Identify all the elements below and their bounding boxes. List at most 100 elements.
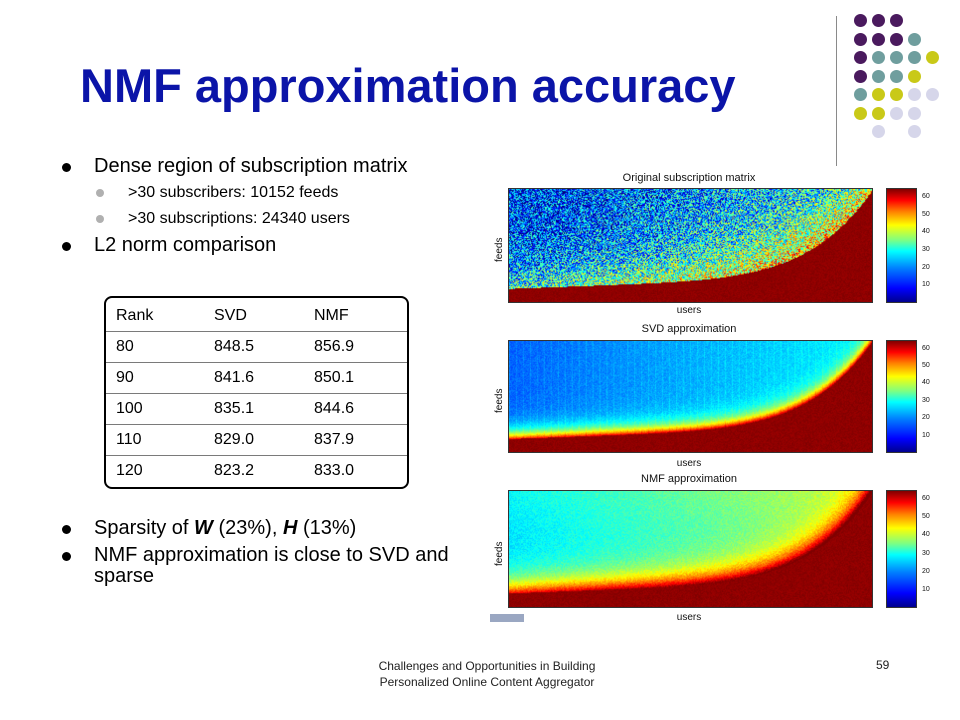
heatmap-original xyxy=(508,188,873,303)
decorative-dot xyxy=(872,106,885,120)
sub-bullet-subscribers: >30 subscribers: 10152 feeds xyxy=(62,183,442,203)
decorative-dot xyxy=(854,14,867,27)
table-cell-rank: 100 xyxy=(116,400,143,417)
decorative-dot xyxy=(908,32,921,46)
colorbar-tick-label: 50 xyxy=(922,362,930,370)
panel-title-nmf: NMF approximation xyxy=(641,473,737,485)
watermark-logo xyxy=(490,614,524,622)
bullet-nmf-close: NMF approximation is close to SVD and sp… xyxy=(62,545,452,587)
sparsity-text-1: Sparsity of xyxy=(94,517,195,539)
decorative-dot xyxy=(908,69,921,83)
table-cell-rank: 120 xyxy=(116,462,143,479)
table-cell-svd: 829.0 xyxy=(214,431,255,448)
panel-xlabel-svd: users xyxy=(676,458,702,469)
bullet-sparsity: Sparsity of W (23%), H (13%) xyxy=(62,518,452,539)
decorative-dot xyxy=(872,14,885,27)
table-cell-svd: 848.5 xyxy=(214,338,255,355)
colorbar-tick-label: 20 xyxy=(922,414,930,422)
panel-xlabel-original: users xyxy=(676,305,702,316)
colorbar-tick-label: 20 xyxy=(922,567,930,575)
colorbar-tick-label: 60 xyxy=(922,344,930,352)
panel-ylabel-original: feeds xyxy=(494,237,505,262)
table-header-rank: Rank xyxy=(116,307,154,324)
table-cell-rank: 110 xyxy=(116,431,142,448)
table-cell-rank: 80 xyxy=(116,338,134,355)
decorative-dot xyxy=(890,88,903,101)
table-cell-nmf: 844.6 xyxy=(314,400,355,417)
colorbar-nmf xyxy=(886,490,917,608)
table-row: 90 841.6 850.1 xyxy=(106,362,407,393)
decorative-dot xyxy=(854,88,867,101)
decorative-dot xyxy=(872,125,885,138)
panel-title-original: Original subscription matrix xyxy=(622,172,756,184)
table-row: 80 848.5 856.9 xyxy=(106,331,407,362)
heatmap-figure: Original subscription matrix feeds users… xyxy=(488,168,948,628)
decorative-dot xyxy=(872,69,885,83)
bullet-list-top: Dense region of subscription matrix >30 … xyxy=(62,156,442,262)
sub-bullet-subscriptions: >30 subscriptions: 24340 users xyxy=(62,209,442,229)
colorbar-tick-label: 60 xyxy=(922,192,930,200)
bullet-dense-region: Dense region of subscription matrix xyxy=(62,156,442,177)
table-header-nmf: NMF xyxy=(314,307,349,324)
footer-line-2: Personalized Online Content Aggregator xyxy=(379,675,595,689)
table-cell-svd: 823.2 xyxy=(214,462,255,479)
table-cell-nmf: 833.0 xyxy=(314,462,355,479)
sparsity-h-symbol: H xyxy=(282,517,298,539)
table-cell-nmf: 837.9 xyxy=(314,431,355,448)
table-divider xyxy=(106,393,407,394)
decorative-dot xyxy=(908,88,921,101)
slide-title: NMF approximation accuracy xyxy=(80,59,736,112)
colorbar-tick-label: 30 xyxy=(922,396,930,404)
decorative-dot xyxy=(926,88,939,101)
decorative-dot xyxy=(872,32,885,46)
colorbar-tick-label: 60 xyxy=(922,495,930,503)
table-row: 100 835.1 844.6 xyxy=(106,393,407,424)
table-row: 120 823.2 833.0 xyxy=(106,455,407,486)
table-divider xyxy=(106,362,407,363)
decorative-dot xyxy=(890,106,903,120)
panel-ylabel-nmf: feeds xyxy=(494,541,505,566)
l2-norm-table: Rank SVD NMF 80 848.5 856.9 90 841.6 850… xyxy=(104,296,409,489)
decorative-dot xyxy=(908,106,921,120)
decorative-divider xyxy=(836,16,837,166)
decorative-dot xyxy=(926,51,939,64)
decorative-dot xyxy=(872,51,885,64)
colorbar-tick-label: 40 xyxy=(922,228,930,236)
table-cell-svd: 841.6 xyxy=(214,369,255,386)
table-cell-nmf: 850.1 xyxy=(314,369,355,386)
sparsity-text-3: (13%) xyxy=(297,517,357,539)
table-header-svd: SVD xyxy=(214,307,247,324)
colorbar-tick-label: 20 xyxy=(922,263,930,271)
colorbar-tick-label: 50 xyxy=(922,210,930,218)
colorbar-tick-label: 40 xyxy=(922,531,930,539)
colorbar-svd xyxy=(886,340,917,453)
page-number: 59 xyxy=(876,658,890,672)
decorative-dot xyxy=(854,51,867,64)
colorbar-tick-label: 50 xyxy=(922,513,930,521)
decorative-dot xyxy=(890,32,903,46)
decorative-dot xyxy=(890,69,903,83)
colorbar-tick-label: 30 xyxy=(922,245,930,253)
table-cell-nmf: 856.9 xyxy=(314,338,355,355)
decorative-dot xyxy=(890,14,903,27)
heatmap-svd xyxy=(508,340,873,453)
heatmap-nmf xyxy=(508,490,873,608)
footer-line-1: Challenges and Opportunities in Building xyxy=(378,659,596,673)
table-divider xyxy=(106,455,407,456)
colorbar-tick-label: 10 xyxy=(922,585,930,593)
decorative-dot xyxy=(908,125,921,138)
table-header-row: Rank SVD NMF xyxy=(106,300,407,331)
bullet-list-bottom: Sparsity of W (23%), H (13%) NMF approxi… xyxy=(62,518,452,593)
colorbar-original xyxy=(886,188,917,303)
table-divider xyxy=(106,331,407,332)
panel-title-svd: SVD approximation xyxy=(641,323,737,335)
sparsity-w-symbol: W xyxy=(194,517,213,539)
decorative-dot xyxy=(872,88,885,101)
table-cell-svd: 835.1 xyxy=(214,400,255,417)
colorbar-tick-label: 30 xyxy=(922,549,930,557)
bullet-l2-norm: L2 norm comparison xyxy=(62,235,442,256)
decorative-dot xyxy=(854,69,867,83)
panel-ylabel-svd: feeds xyxy=(494,388,505,413)
decorative-dot xyxy=(854,106,867,120)
panel-xlabel-nmf: users xyxy=(676,612,702,623)
